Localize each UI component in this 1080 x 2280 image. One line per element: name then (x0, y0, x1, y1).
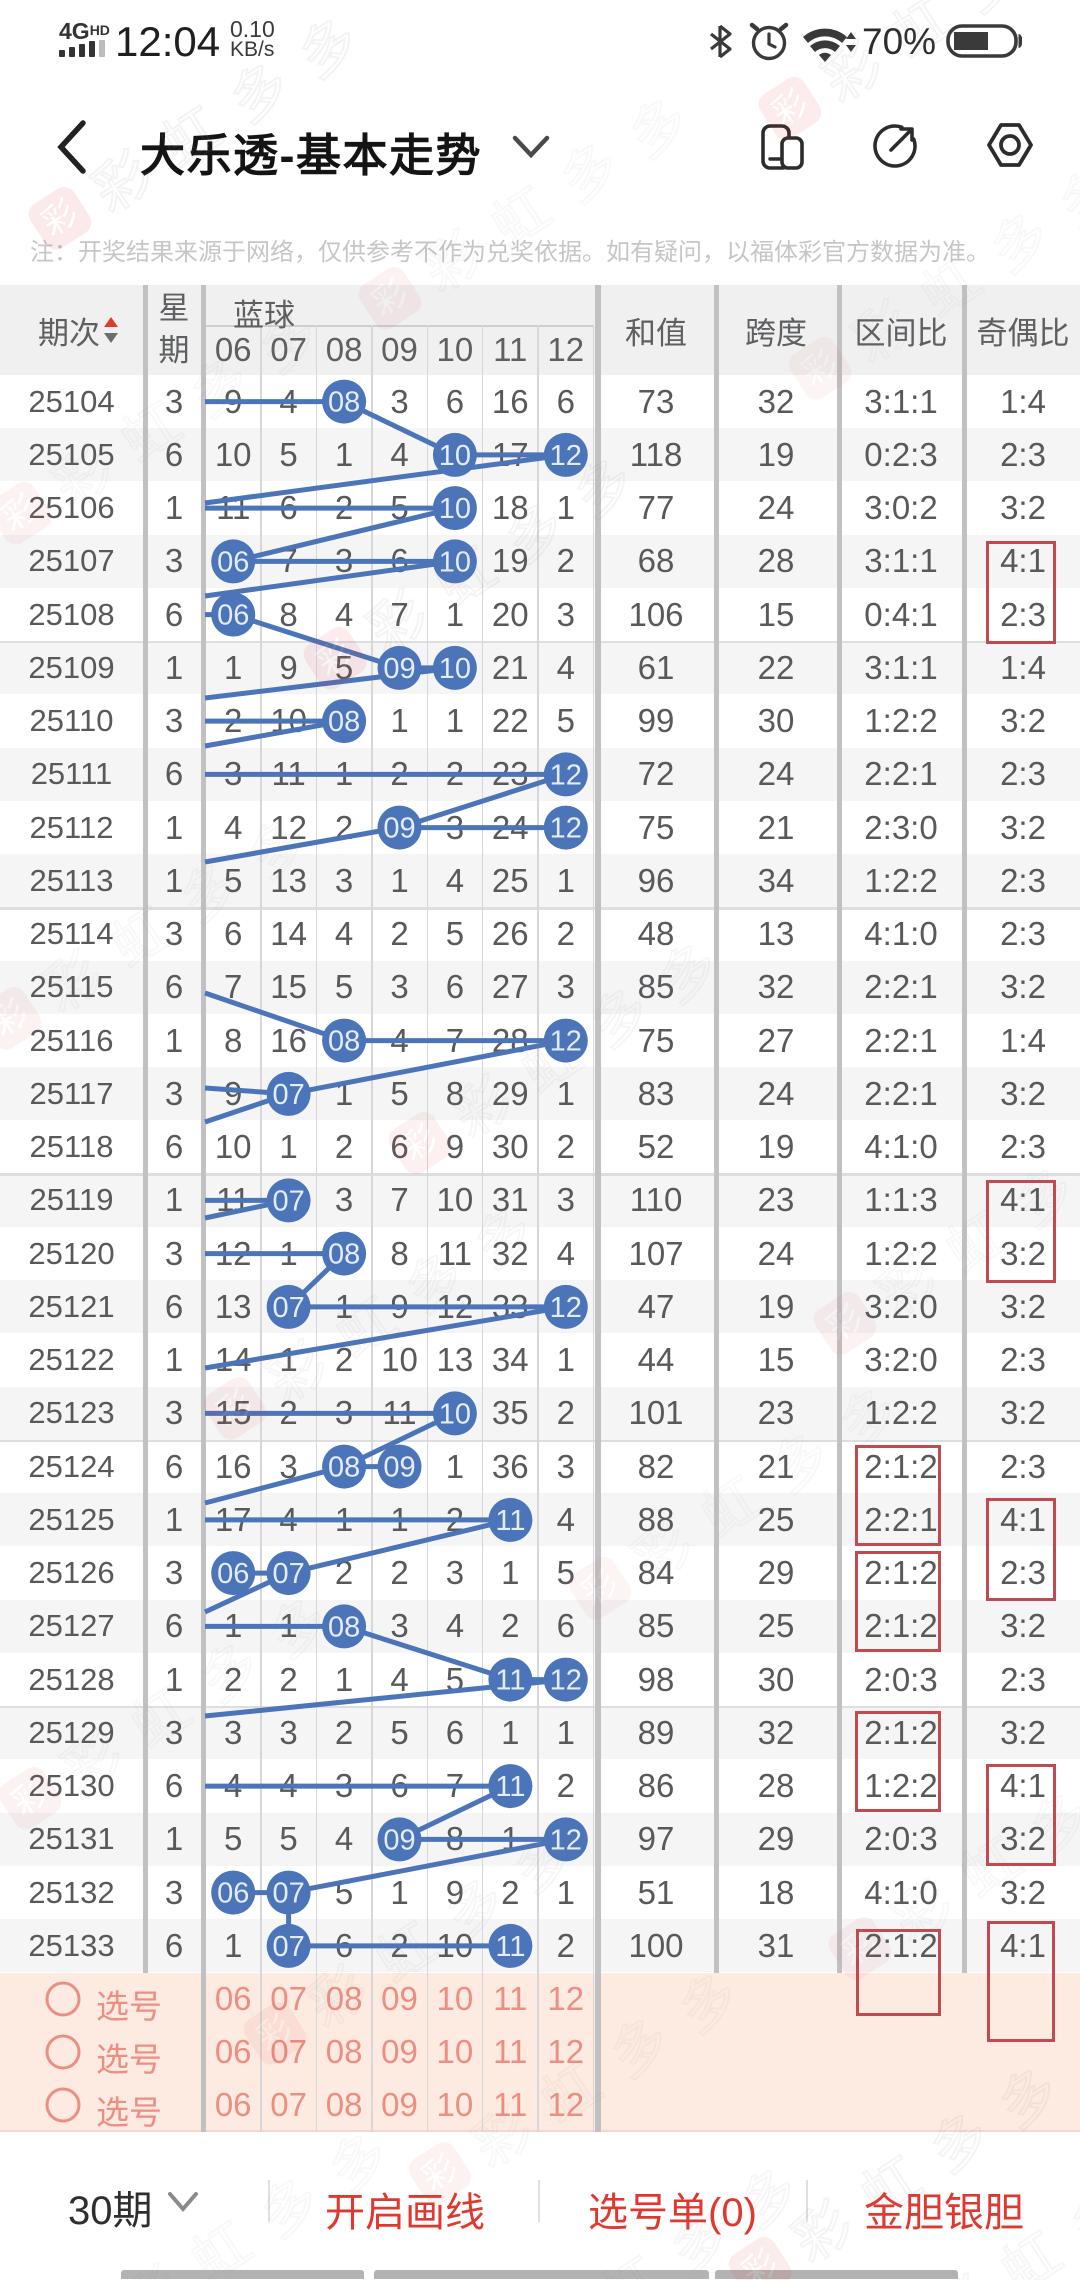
svg-text:06: 06 (217, 600, 249, 632)
svg-text:07: 07 (272, 1878, 304, 1910)
svg-text:07: 07 (272, 1292, 304, 1324)
svg-text:10: 10 (439, 493, 471, 525)
svg-text:11: 11 (495, 1931, 525, 1963)
svg-text:12: 12 (550, 759, 582, 791)
svg-text:09: 09 (383, 1452, 415, 1484)
svg-text:10: 10 (439, 440, 471, 472)
svg-text:07: 07 (272, 1931, 304, 1963)
svg-text:08: 08 (328, 1452, 360, 1484)
svg-text:12: 12 (550, 1292, 582, 1324)
svg-text:10: 10 (439, 653, 471, 685)
svg-text:09: 09 (383, 813, 415, 845)
svg-text:06: 06 (217, 546, 249, 578)
svg-text:11: 11 (495, 1665, 525, 1697)
svg-text:07: 07 (272, 1558, 304, 1590)
svg-text:12: 12 (550, 1026, 582, 1058)
svg-text:08: 08 (328, 706, 360, 738)
svg-text:09: 09 (383, 653, 415, 685)
svg-text:12: 12 (550, 1824, 582, 1856)
svg-text:09: 09 (383, 1824, 415, 1856)
svg-text:08: 08 (328, 1026, 360, 1058)
svg-text:12: 12 (550, 1665, 582, 1697)
svg-text:07: 07 (272, 1185, 304, 1217)
svg-text:11: 11 (495, 1505, 525, 1537)
svg-text:10: 10 (439, 1398, 471, 1430)
svg-text:08: 08 (328, 387, 360, 419)
svg-text:12: 12 (550, 440, 582, 472)
svg-text:11: 11 (495, 1771, 525, 1803)
svg-text:08: 08 (328, 1239, 360, 1271)
svg-text:10: 10 (439, 546, 471, 578)
svg-text:08: 08 (328, 1611, 360, 1643)
svg-text:07: 07 (272, 1079, 304, 1111)
svg-text:06: 06 (217, 1558, 249, 1590)
svg-text:12: 12 (550, 813, 582, 845)
svg-text:06: 06 (217, 1878, 249, 1910)
